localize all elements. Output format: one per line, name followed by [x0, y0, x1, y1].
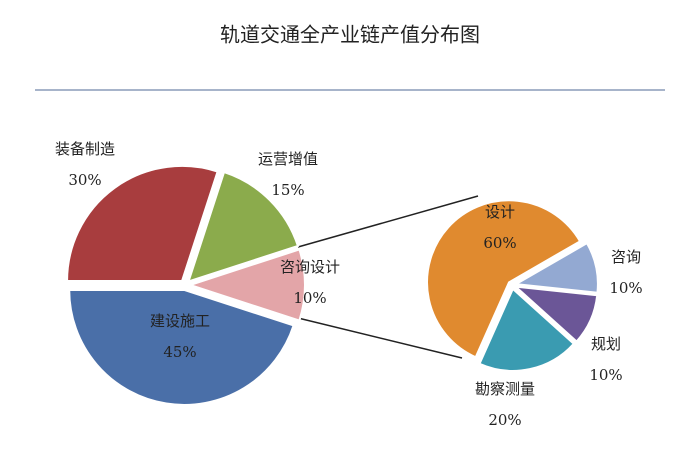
slice-label: 装备制造: [55, 140, 115, 158]
value-label: 10%: [609, 279, 642, 297]
slice-label: 规划: [591, 335, 621, 353]
value-label: 45%: [163, 343, 196, 361]
pie-slice: [186, 170, 300, 284]
slice-label: 建设施工: [150, 312, 210, 330]
value-label: 10%: [293, 289, 326, 307]
slice-label: 勘察测量: [475, 380, 535, 398]
slice-label: 咨询设计: [280, 258, 340, 276]
pie-slice: [426, 199, 582, 359]
connector: [297, 195, 479, 248]
value-label: 15%: [271, 181, 304, 199]
slice-label: 咨询: [611, 248, 641, 266]
pie-slice: [512, 285, 599, 343]
value-label: 20%: [488, 411, 521, 429]
value-label: 60%: [483, 234, 516, 252]
pie-slice: [66, 164, 219, 282]
pie-slice: [478, 287, 576, 372]
pie-slice: [186, 248, 306, 322]
value-label: 30%: [68, 171, 101, 189]
pie-slice: [68, 288, 295, 406]
pie-slice: [512, 241, 599, 294]
slice-label: 运营增值: [258, 150, 318, 168]
value-label: 10%: [589, 366, 622, 384]
connector: [297, 317, 463, 359]
slice-label: 设计: [485, 203, 515, 221]
chart-title: 轨道交通全产业链产值分布图: [220, 23, 480, 47]
